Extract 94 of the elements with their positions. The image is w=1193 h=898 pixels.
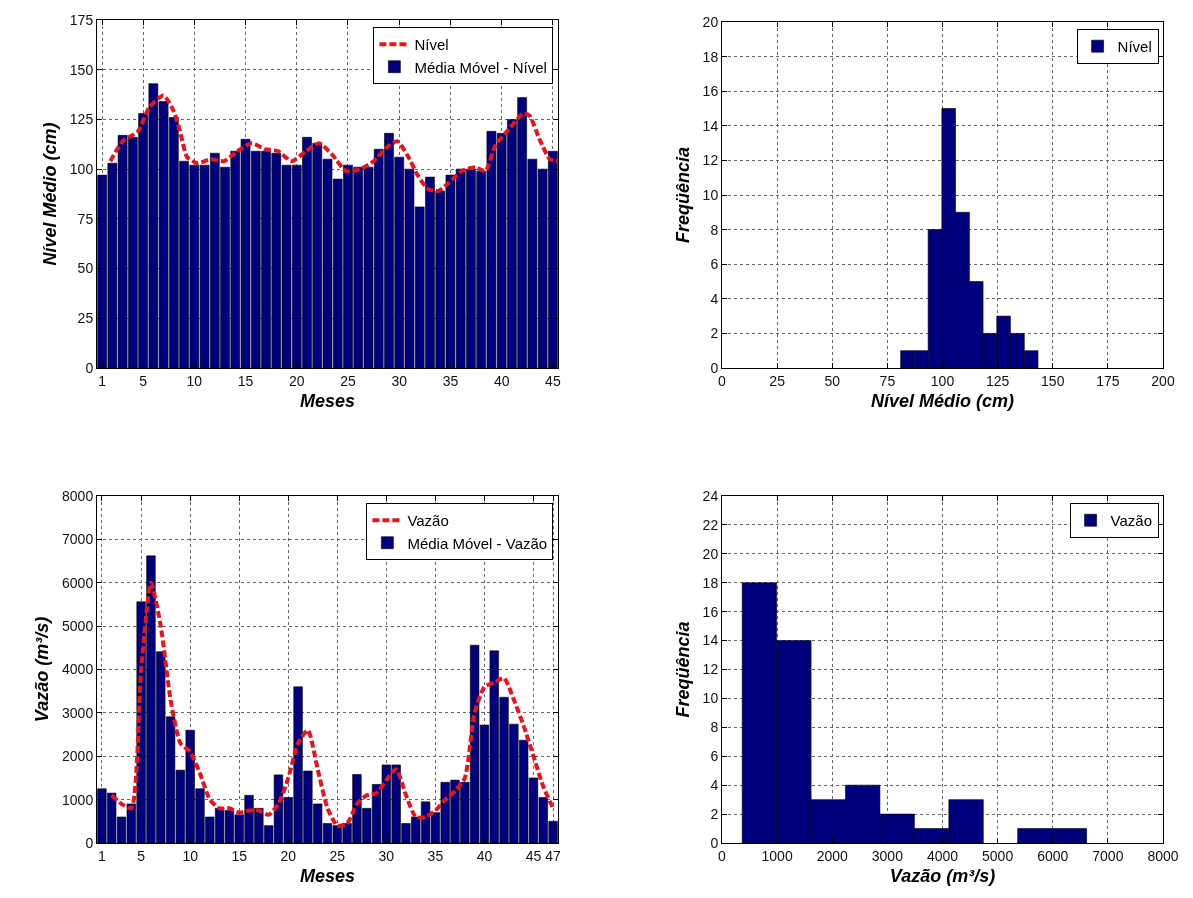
y-tick-label: 175 (69, 11, 94, 28)
y-tick-label: 7000 (62, 531, 94, 548)
x-tick-label: 7000 (1092, 847, 1124, 864)
x-tick-label: 4000 (926, 847, 959, 864)
x-tick-label: 30 (378, 847, 395, 864)
legend-label: Vazão (407, 512, 449, 530)
y-tick-label: 8 (710, 719, 719, 736)
y-tick-label: 2 (710, 805, 719, 822)
x-tick-label: 200 (1151, 372, 1175, 389)
x-tick-label: 25 (329, 847, 346, 864)
y-tick-label: 25 (77, 310, 94, 327)
x-tick-label: 20 (280, 847, 297, 864)
y-tick-label: 0 (710, 359, 719, 376)
y-tick-label: 5000 (62, 618, 94, 635)
x-tick-label: 40 (493, 372, 510, 389)
x-tick-label: 10 (182, 847, 199, 864)
legend-label: Nível (414, 36, 449, 54)
y-tick-label: 18 (702, 574, 719, 591)
y-tick-label: 16 (702, 83, 719, 100)
y-tick-label: 14 (702, 117, 719, 134)
x-tick-label: 150 (1041, 372, 1065, 389)
y-tick-label: 10 (702, 186, 719, 203)
x-tick-label: 40 (476, 847, 493, 864)
x-tick-label: 35 (427, 847, 444, 864)
y-tick-label: 50 (77, 260, 94, 277)
x-tick-label: 5 (137, 847, 146, 864)
y-tick-label: 150 (69, 61, 94, 78)
x-axis-title: Meses (299, 865, 356, 886)
x-tick-label: 1 (98, 847, 106, 864)
legend-label: Média Móvel - Nível (414, 58, 547, 76)
y-tick-label: 6 (710, 256, 719, 273)
x-tick-label: 35 (442, 372, 459, 389)
y-tick-label: 100 (69, 161, 94, 178)
x-tick-label: 45 (525, 847, 542, 864)
y-tick-label: 6000 (62, 574, 94, 591)
legend-label: Média Móvel - Vazão (407, 534, 548, 552)
y-tick-label: 22 (702, 516, 719, 533)
y-axis-title: Freqüência (672, 146, 693, 244)
x-axis-title: Meses (299, 390, 356, 411)
y-tick-label: 4000 (62, 661, 94, 678)
y-axis-title: Vazão (m³/s) (32, 616, 53, 723)
x-tick-label: 15 (237, 372, 254, 389)
x-tick-label: 20 (288, 372, 305, 389)
x-tick-label: 25 (769, 372, 786, 389)
y-tick-label: 0 (85, 834, 94, 851)
y-tick-label: 0 (85, 359, 94, 376)
x-tick-label: 6000 (1037, 847, 1069, 864)
x-tick-label: 5000 (982, 847, 1014, 864)
x-tick-label: 50 (824, 372, 841, 389)
y-tick-label: 1000 (62, 791, 94, 808)
x-tick-label: 5 (139, 372, 148, 389)
y-tick-label: 20 (702, 545, 719, 562)
y-tick-label: 6 (710, 748, 719, 765)
x-axis-title: Nível Médio (cm) (870, 390, 1015, 411)
x-axis-title: Vazão (m³/s) (889, 865, 996, 886)
y-tick-label: 75 (77, 210, 94, 227)
y-tick-label: 12 (702, 661, 719, 678)
x-tick-label: 75 (879, 372, 896, 389)
legend-label: Vazão (1110, 512, 1153, 530)
line-series (109, 580, 556, 828)
y-tick-label: 18 (702, 48, 719, 65)
y-tick-label: 2000 (62, 748, 94, 765)
y-tick-label: 2 (710, 325, 719, 342)
y-tick-label: 4 (710, 290, 719, 307)
y-tick-label: 3000 (62, 704, 94, 721)
y-axis-title: Nível Médio (cm) (40, 122, 61, 266)
y-tick-label: 24 (702, 487, 719, 504)
x-tick-label: 2000 (816, 847, 849, 864)
x-tick-label: 125 (985, 372, 1010, 389)
x-tick-label: 175 (1096, 372, 1120, 389)
y-tick-label: 4 (710, 777, 719, 794)
x-tick-label: 47 (545, 847, 562, 864)
x-tick-label: 30 (391, 372, 408, 389)
y-tick-label: 10 (702, 690, 719, 707)
x-tick-label: 15 (231, 847, 248, 864)
line-series (108, 93, 558, 194)
x-tick-label: 1000 (761, 847, 793, 864)
y-tick-label: 16 (702, 603, 719, 620)
x-tick-label: 10 (186, 372, 203, 389)
y-tick-label: 125 (69, 111, 94, 128)
x-tick-label: 1 (98, 372, 107, 389)
x-tick-label: 25 (340, 372, 356, 389)
x-tick-label: 100 (930, 372, 955, 389)
y-tick-label: 14 (702, 632, 719, 649)
x-tick-label: 3000 (871, 847, 904, 864)
x-tick-label: 45 (545, 372, 561, 389)
y-tick-label: 8000 (62, 487, 94, 504)
y-axis-title: Freqüência (672, 621, 693, 718)
y-tick-label: 0 (710, 834, 719, 851)
y-tick-label: 12 (702, 152, 719, 169)
x-tick-label: 8000 (1147, 847, 1179, 864)
y-tick-label: 8 (710, 221, 719, 238)
legend-label: Nível (1117, 38, 1152, 56)
y-tick-label: 20 (702, 13, 719, 30)
